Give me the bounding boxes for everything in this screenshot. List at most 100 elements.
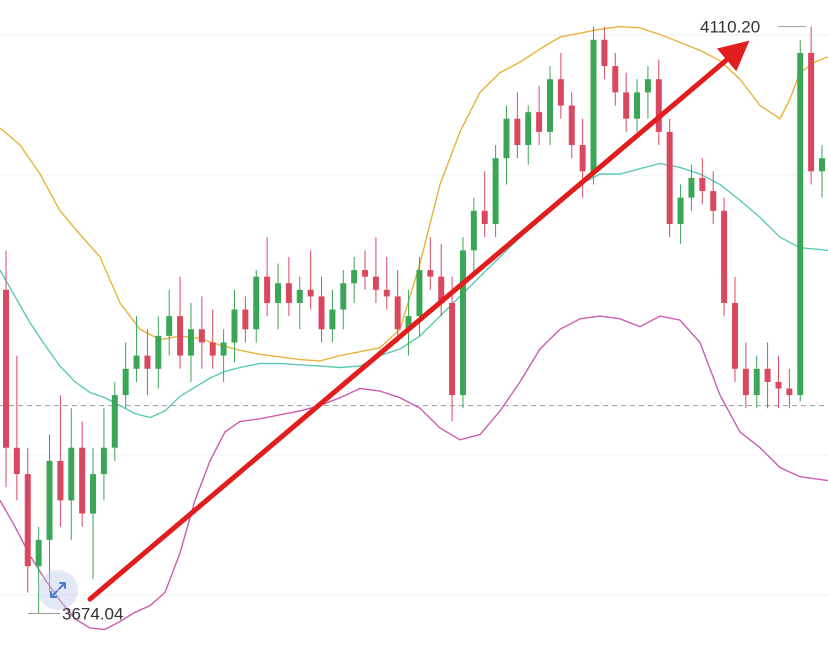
candle <box>209 309 216 369</box>
candle <box>590 26 597 185</box>
candle-body <box>285 283 292 303</box>
candle <box>394 270 401 343</box>
candle-body <box>155 335 162 369</box>
candle <box>242 296 249 343</box>
candle <box>57 395 64 527</box>
bollinger-lower-band <box>0 315 828 631</box>
grid-lines <box>0 34 828 596</box>
candle-body <box>209 342 216 356</box>
candle-body <box>503 118 510 159</box>
candle-body <box>786 388 793 396</box>
candle <box>155 316 162 389</box>
candle-body <box>79 447 86 514</box>
candle-body <box>459 250 466 396</box>
candle-body <box>307 289 314 297</box>
candle-body <box>623 92 630 119</box>
candle-body <box>492 158 499 224</box>
candle <box>688 164 695 211</box>
candle <box>710 171 717 224</box>
candle <box>481 171 488 238</box>
candle <box>122 342 129 409</box>
candle <box>13 355 20 501</box>
candle-body <box>514 118 521 146</box>
candle-body <box>416 270 423 317</box>
candle <box>666 118 673 238</box>
candle <box>166 289 173 356</box>
candle-body <box>742 368 749 396</box>
candle <box>372 237 379 303</box>
candle-body <box>721 210 728 303</box>
candle-body <box>731 302 738 369</box>
candle <box>557 52 564 119</box>
candle <box>503 105 510 185</box>
candle <box>786 368 793 409</box>
candle <box>721 197 728 317</box>
candle-body <box>481 210 488 224</box>
candle <box>133 316 140 382</box>
candle <box>427 237 434 290</box>
candle <box>677 184 684 244</box>
candle <box>362 250 369 290</box>
candle <box>514 92 521 159</box>
candle-body <box>655 79 662 132</box>
candle <box>220 329 227 382</box>
bollinger-upper-band <box>0 25 828 362</box>
candle-body <box>612 66 619 93</box>
candle-body <box>296 289 303 303</box>
candle-body <box>24 474 31 567</box>
candle-body <box>329 309 336 330</box>
candle <box>177 276 184 369</box>
candle-body <box>187 329 194 356</box>
candle-body <box>710 191 717 211</box>
high-price-label: 4110.20 <box>700 18 760 37</box>
candle-body <box>601 39 608 67</box>
candle <box>655 59 662 146</box>
candle <box>383 256 390 310</box>
candle <box>819 145 825 198</box>
candle <box>144 329 151 396</box>
candle <box>231 289 238 363</box>
candle-body <box>231 309 238 343</box>
candle-body <box>808 52 815 172</box>
candle <box>731 276 738 382</box>
candle-body <box>449 302 456 396</box>
expand-button[interactable] <box>38 570 78 610</box>
candle-body <box>372 276 379 290</box>
candle <box>111 381 118 461</box>
candle-body <box>525 112 532 146</box>
candle <box>775 355 782 409</box>
low-price-label: 3674.04 <box>62 605 123 624</box>
candle-body <box>568 105 575 146</box>
candle <box>296 276 303 330</box>
candle <box>492 145 499 238</box>
candle <box>3 250 9 488</box>
candle <box>329 289 336 343</box>
candle-body <box>590 39 597 172</box>
candle-body <box>220 342 227 356</box>
candle <box>623 72 630 132</box>
candle-body <box>144 355 151 369</box>
trend-arrow <box>87 40 750 602</box>
candle <box>275 263 281 330</box>
candle-body <box>644 79 651 93</box>
candle-body <box>198 329 205 343</box>
candle-body <box>253 276 260 330</box>
candle-body <box>797 52 804 396</box>
candle-body <box>753 368 760 396</box>
candle-body <box>579 145 586 172</box>
candle <box>764 342 771 409</box>
candle <box>79 421 86 527</box>
candle-body <box>111 395 118 448</box>
candle <box>318 276 325 343</box>
candle-body <box>133 355 140 369</box>
candle-body <box>775 381 782 389</box>
candle <box>264 237 271 317</box>
candle-body <box>100 447 107 475</box>
candle-body <box>383 289 390 297</box>
candle-body <box>264 276 271 303</box>
candle-body <box>3 289 9 448</box>
candle <box>601 26 608 80</box>
candle <box>547 66 553 146</box>
candle <box>351 256 358 303</box>
